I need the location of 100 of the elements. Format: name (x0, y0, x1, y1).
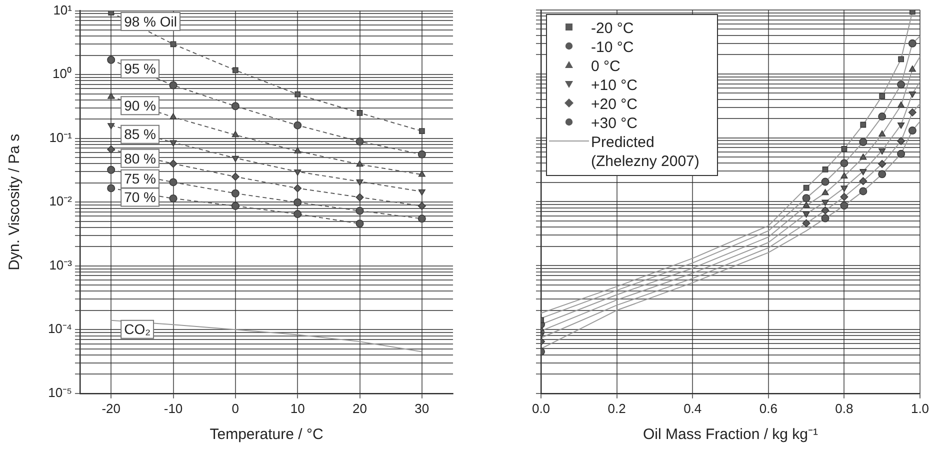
point (908, 91, 916, 98)
point (232, 67, 238, 74)
legend-label: Predicted (Zhelezny 2007) (591, 133, 700, 171)
point (231, 202, 240, 210)
x-axis-title: Oil Mass Fraction / kg kg⁻¹ (642, 426, 818, 444)
point (878, 160, 886, 168)
point (294, 184, 302, 192)
x-tick-label: -10 (164, 400, 183, 416)
point (170, 113, 177, 120)
series-label: CO₂ (124, 321, 151, 338)
point (859, 187, 868, 196)
legend-label: +10 °C (591, 76, 638, 95)
point (898, 122, 905, 129)
point (802, 202, 810, 208)
point (356, 179, 364, 186)
point (294, 121, 302, 130)
point (294, 210, 302, 218)
point (356, 206, 364, 215)
point (840, 202, 848, 210)
point (232, 130, 239, 138)
point (909, 10, 916, 15)
point (879, 93, 886, 100)
y-tick-label: 10⁻⁴ (48, 321, 72, 336)
point (859, 138, 868, 146)
point (294, 169, 302, 176)
point (107, 56, 116, 64)
y-tick-label: 10⁻¹ (49, 130, 73, 145)
x-tick-label: 20 (352, 400, 367, 416)
point (107, 166, 116, 174)
series-label: 80 % (124, 150, 156, 166)
point (822, 166, 828, 172)
point (860, 154, 867, 160)
y-axis-title: Dyn. Viscosity / Pa s (6, 134, 24, 270)
point (294, 198, 302, 206)
point (802, 219, 810, 228)
point (294, 91, 301, 98)
x-tick-label: 0.2 (608, 400, 626, 416)
point (878, 170, 886, 178)
point (107, 184, 116, 192)
point (821, 206, 830, 214)
point (802, 211, 810, 218)
series-label: 95 % (124, 60, 156, 77)
point (418, 150, 426, 158)
point (859, 177, 868, 186)
legend-label: -10 °C (591, 38, 634, 57)
point (908, 126, 916, 135)
x-tick-label: 0.6 (759, 400, 778, 416)
point (231, 189, 240, 198)
x-tick-label: 30 (414, 400, 430, 416)
series-label: 90 % (124, 98, 156, 114)
x-tick-label: 0.8 (835, 400, 854, 416)
point (231, 172, 240, 181)
point (908, 39, 916, 48)
point (418, 189, 426, 196)
x-axis-title: Temperature / °C (210, 426, 324, 444)
y-tick-label: 10⁰ (52, 66, 72, 82)
point (841, 146, 848, 152)
point (821, 214, 830, 222)
point (169, 194, 178, 202)
point (418, 202, 426, 210)
point (232, 156, 239, 162)
point (169, 160, 178, 168)
point (294, 147, 302, 154)
point (418, 214, 426, 223)
point (897, 150, 906, 158)
y-tick-label: 10⁻² (49, 194, 73, 209)
series-label: 85 % (124, 126, 156, 142)
point (356, 193, 364, 202)
point (840, 192, 848, 201)
x-tick-label: 1.0 (910, 400, 930, 416)
point (860, 122, 866, 128)
point (897, 137, 906, 146)
point (822, 200, 829, 206)
point (108, 10, 114, 16)
x-tick-label: -20 (102, 400, 120, 416)
point (170, 41, 176, 48)
point (169, 178, 178, 186)
point (897, 80, 906, 89)
point (802, 194, 810, 202)
x-tick-label: 0.4 (684, 400, 702, 416)
point (169, 81, 178, 90)
y-tick-label: 10¹ (53, 2, 73, 18)
point (356, 160, 364, 167)
point (898, 102, 905, 108)
point (356, 138, 364, 146)
y-tick-label: 10⁻⁵ (48, 384, 72, 400)
point (822, 188, 829, 196)
point (878, 148, 886, 155)
point (840, 159, 848, 168)
legend-label: +20 °C (591, 95, 638, 114)
point (860, 169, 867, 176)
x-tick-label: 0.0 (532, 400, 550, 416)
legend-label: -20 °C (591, 19, 634, 38)
series-label: 75 % (124, 170, 156, 187)
point (840, 172, 848, 178)
point (231, 102, 240, 110)
point (108, 92, 115, 99)
legend-label: 0 °C (591, 57, 620, 76)
point (107, 145, 116, 154)
point (840, 186, 848, 192)
